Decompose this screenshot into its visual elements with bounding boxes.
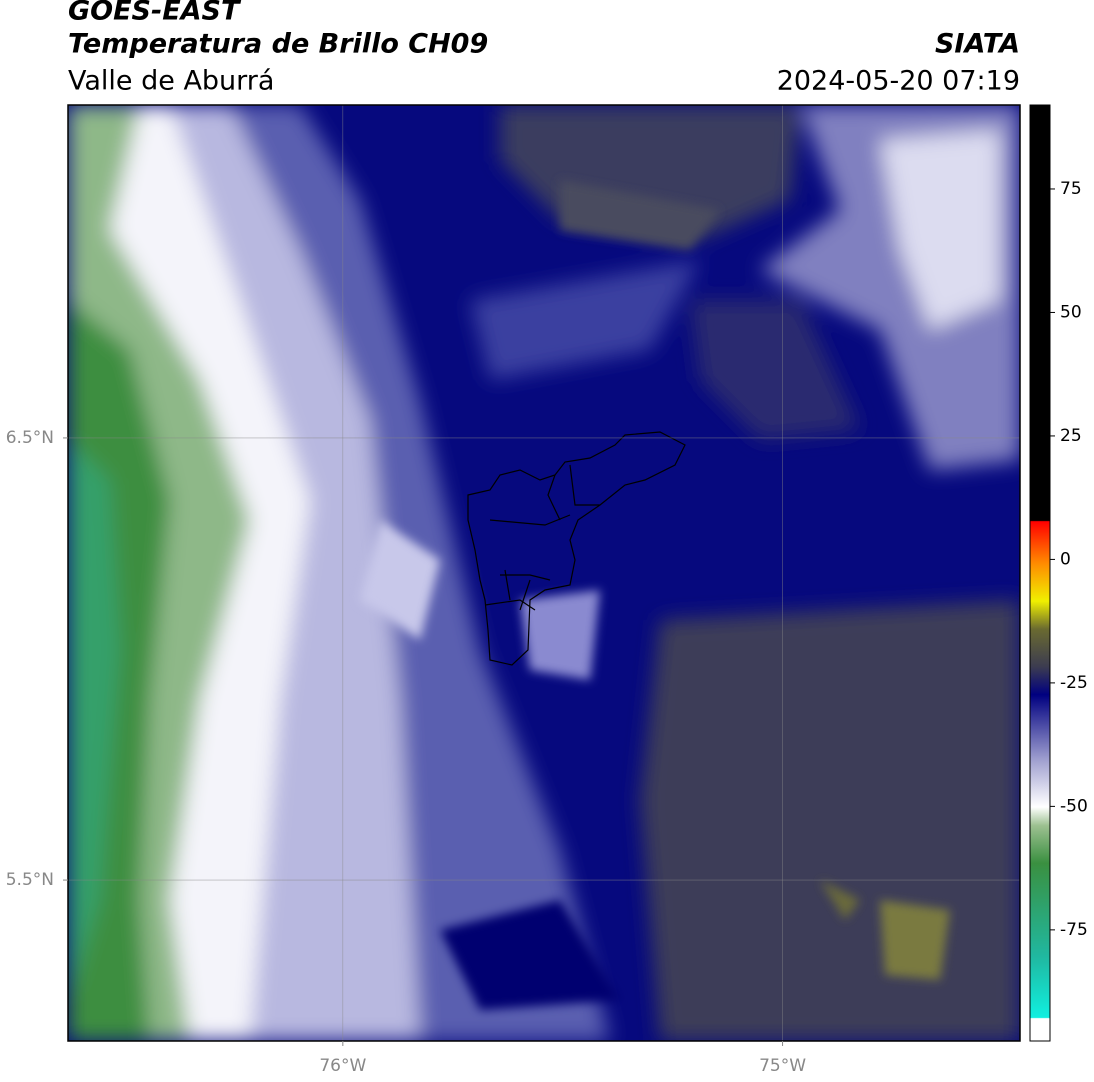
map-image: [68, 105, 1020, 1041]
colorbar-tick-label: -25: [1060, 673, 1088, 693]
municipality-outline: [467, 431, 686, 666]
colorbar: [1029, 104, 1051, 1042]
x-tick-label: 75°W: [759, 1056, 806, 1076]
region: Valle de Aburrá: [68, 66, 274, 97]
colorbar-tick-label: 75: [1060, 179, 1082, 199]
colorbar-tick-label: -75: [1060, 920, 1088, 940]
y-tick-label: 5.5°N: [6, 870, 54, 890]
x-tick-label: 76°W: [319, 1056, 366, 1076]
source: SIATA: [935, 29, 1020, 60]
colorbar-tick-label: 0: [1060, 549, 1071, 569]
colorbar-tick-label: 50: [1060, 302, 1082, 322]
datetime: 2024-05-20 07:19: [777, 66, 1020, 97]
colorbar-tick-label: 25: [1060, 426, 1082, 446]
y-tick-label: 6.5°N: [6, 428, 54, 448]
map-frame: [67, 104, 1021, 1042]
title: GOES-EAST: [68, 0, 242, 27]
subtitle: Temperatura de Brillo CH09: [68, 29, 488, 60]
colorbar-tick-label: -50: [1060, 796, 1088, 816]
